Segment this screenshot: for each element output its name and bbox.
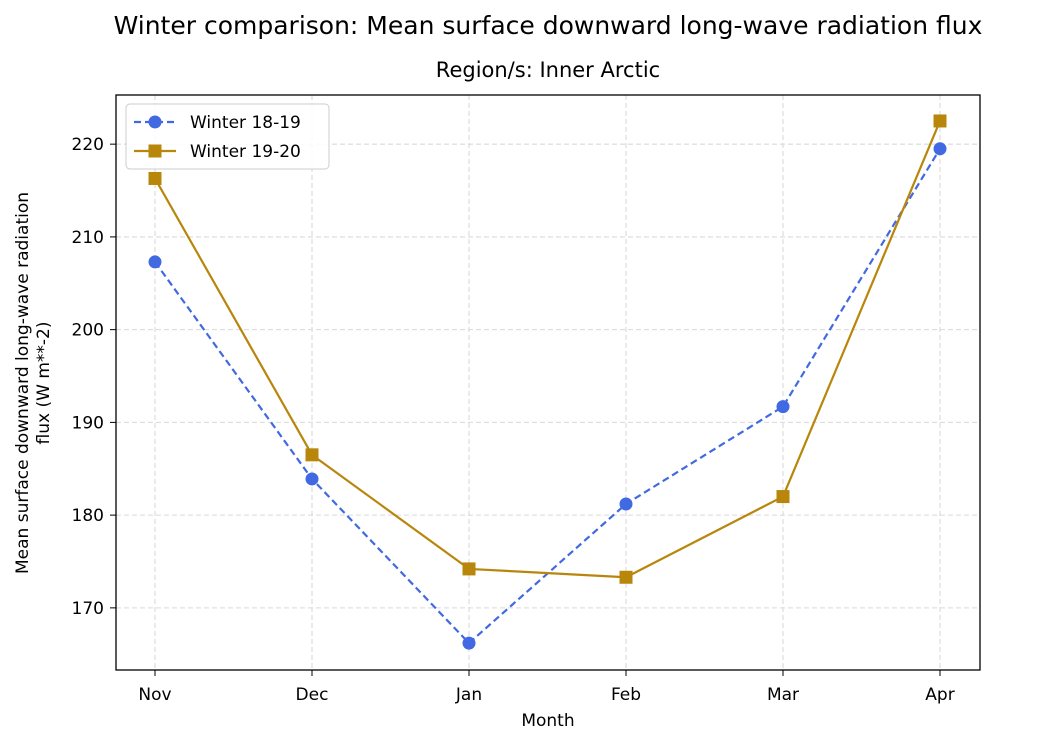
y-tick-label: 200 xyxy=(72,321,104,341)
data-point-series-2 xyxy=(619,570,633,584)
data-point-series-1 xyxy=(776,400,790,414)
x-tick-label: Mar xyxy=(767,685,799,705)
legend-label-series-1: Winter 18-19 xyxy=(190,113,301,133)
data-point-series-1 xyxy=(462,636,476,650)
y-tick-label: 220 xyxy=(72,135,104,155)
data-point-series-2 xyxy=(933,114,947,128)
y-tick-label: 210 xyxy=(72,228,104,248)
data-point-series-2 xyxy=(148,171,162,185)
x-tick-label: Feb xyxy=(611,685,641,705)
data-point-series-1 xyxy=(619,497,633,511)
data-point-series-2 xyxy=(776,490,790,504)
grid-lines xyxy=(116,95,980,670)
x-tick-label: Nov xyxy=(138,685,171,705)
legend-marker-series-1 xyxy=(148,115,162,129)
y-tick-label: 170 xyxy=(72,599,104,619)
y-tick-label: 190 xyxy=(72,413,104,433)
data-point-series-1 xyxy=(148,255,162,269)
y-axis-label-line-2: flux (W m**-2) xyxy=(34,322,54,445)
chart-subtitle: Region/s: Inner Arctic xyxy=(436,58,660,82)
axes-frame xyxy=(115,94,981,671)
data-point-series-2 xyxy=(462,562,476,576)
x-axis-label: Month xyxy=(521,711,574,731)
data-point-series-1 xyxy=(305,472,319,486)
y-axis-label: Mean surface downward long-wave radiatio… xyxy=(13,192,54,574)
legend: Winter 18-19 Winter 19-20 xyxy=(125,103,330,170)
x-tick-label: Dec xyxy=(296,685,329,705)
x-tick-label: Jan xyxy=(455,685,482,705)
x-tick-label: Apr xyxy=(925,685,954,705)
data-point-series-1 xyxy=(933,142,947,156)
legend-box xyxy=(125,103,330,170)
series-layer xyxy=(148,114,947,650)
legend-marker-series-2 xyxy=(148,144,162,158)
data-point-series-2 xyxy=(305,448,319,462)
y-axis-label-line-1: Mean surface downward long-wave radiatio… xyxy=(13,192,33,574)
series-line-2 xyxy=(154,120,942,579)
legend-label-series-2: Winter 19-20 xyxy=(190,142,301,162)
series-line-1 xyxy=(154,148,941,645)
y-tick-label: 180 xyxy=(72,506,104,526)
chart-title: Winter comparison: Mean surface downward… xyxy=(114,11,983,40)
axis-ticks: Nov Dec Jan Feb Mar Apr 170 180 190 200 210 220 xyxy=(72,135,955,705)
